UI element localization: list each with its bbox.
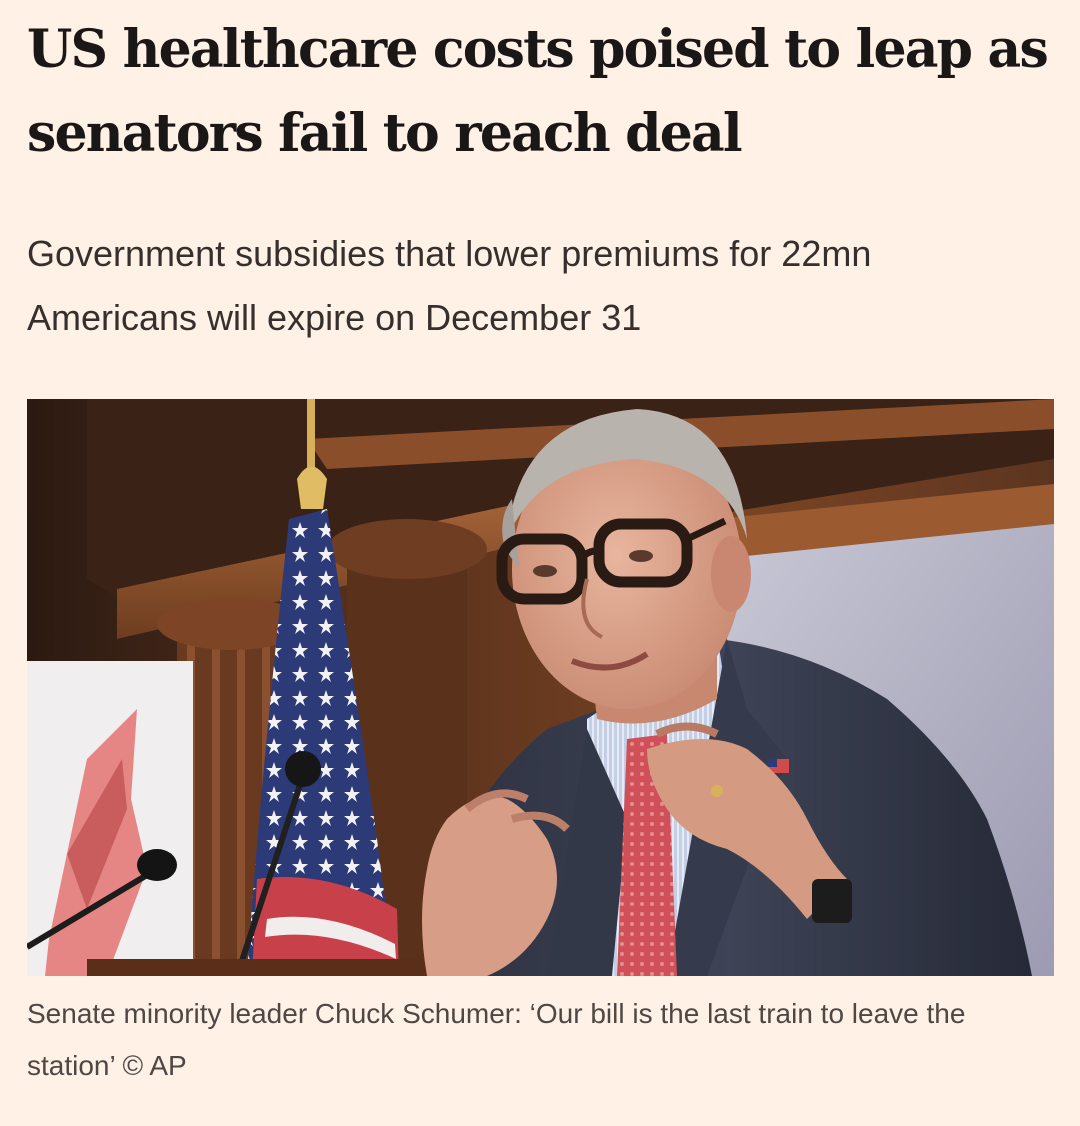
- article-headline: US healthcare costs poised to leap as se…: [27, 19, 1049, 164]
- article-standfirst: Government subsidies that lower premiums…: [27, 233, 872, 338]
- image-caption: Senate minority leader Chuck Schumer: ‘O…: [27, 998, 966, 1081]
- press-conference-photo: [27, 399, 1054, 976]
- article-main-image[interactable]: [27, 399, 1054, 976]
